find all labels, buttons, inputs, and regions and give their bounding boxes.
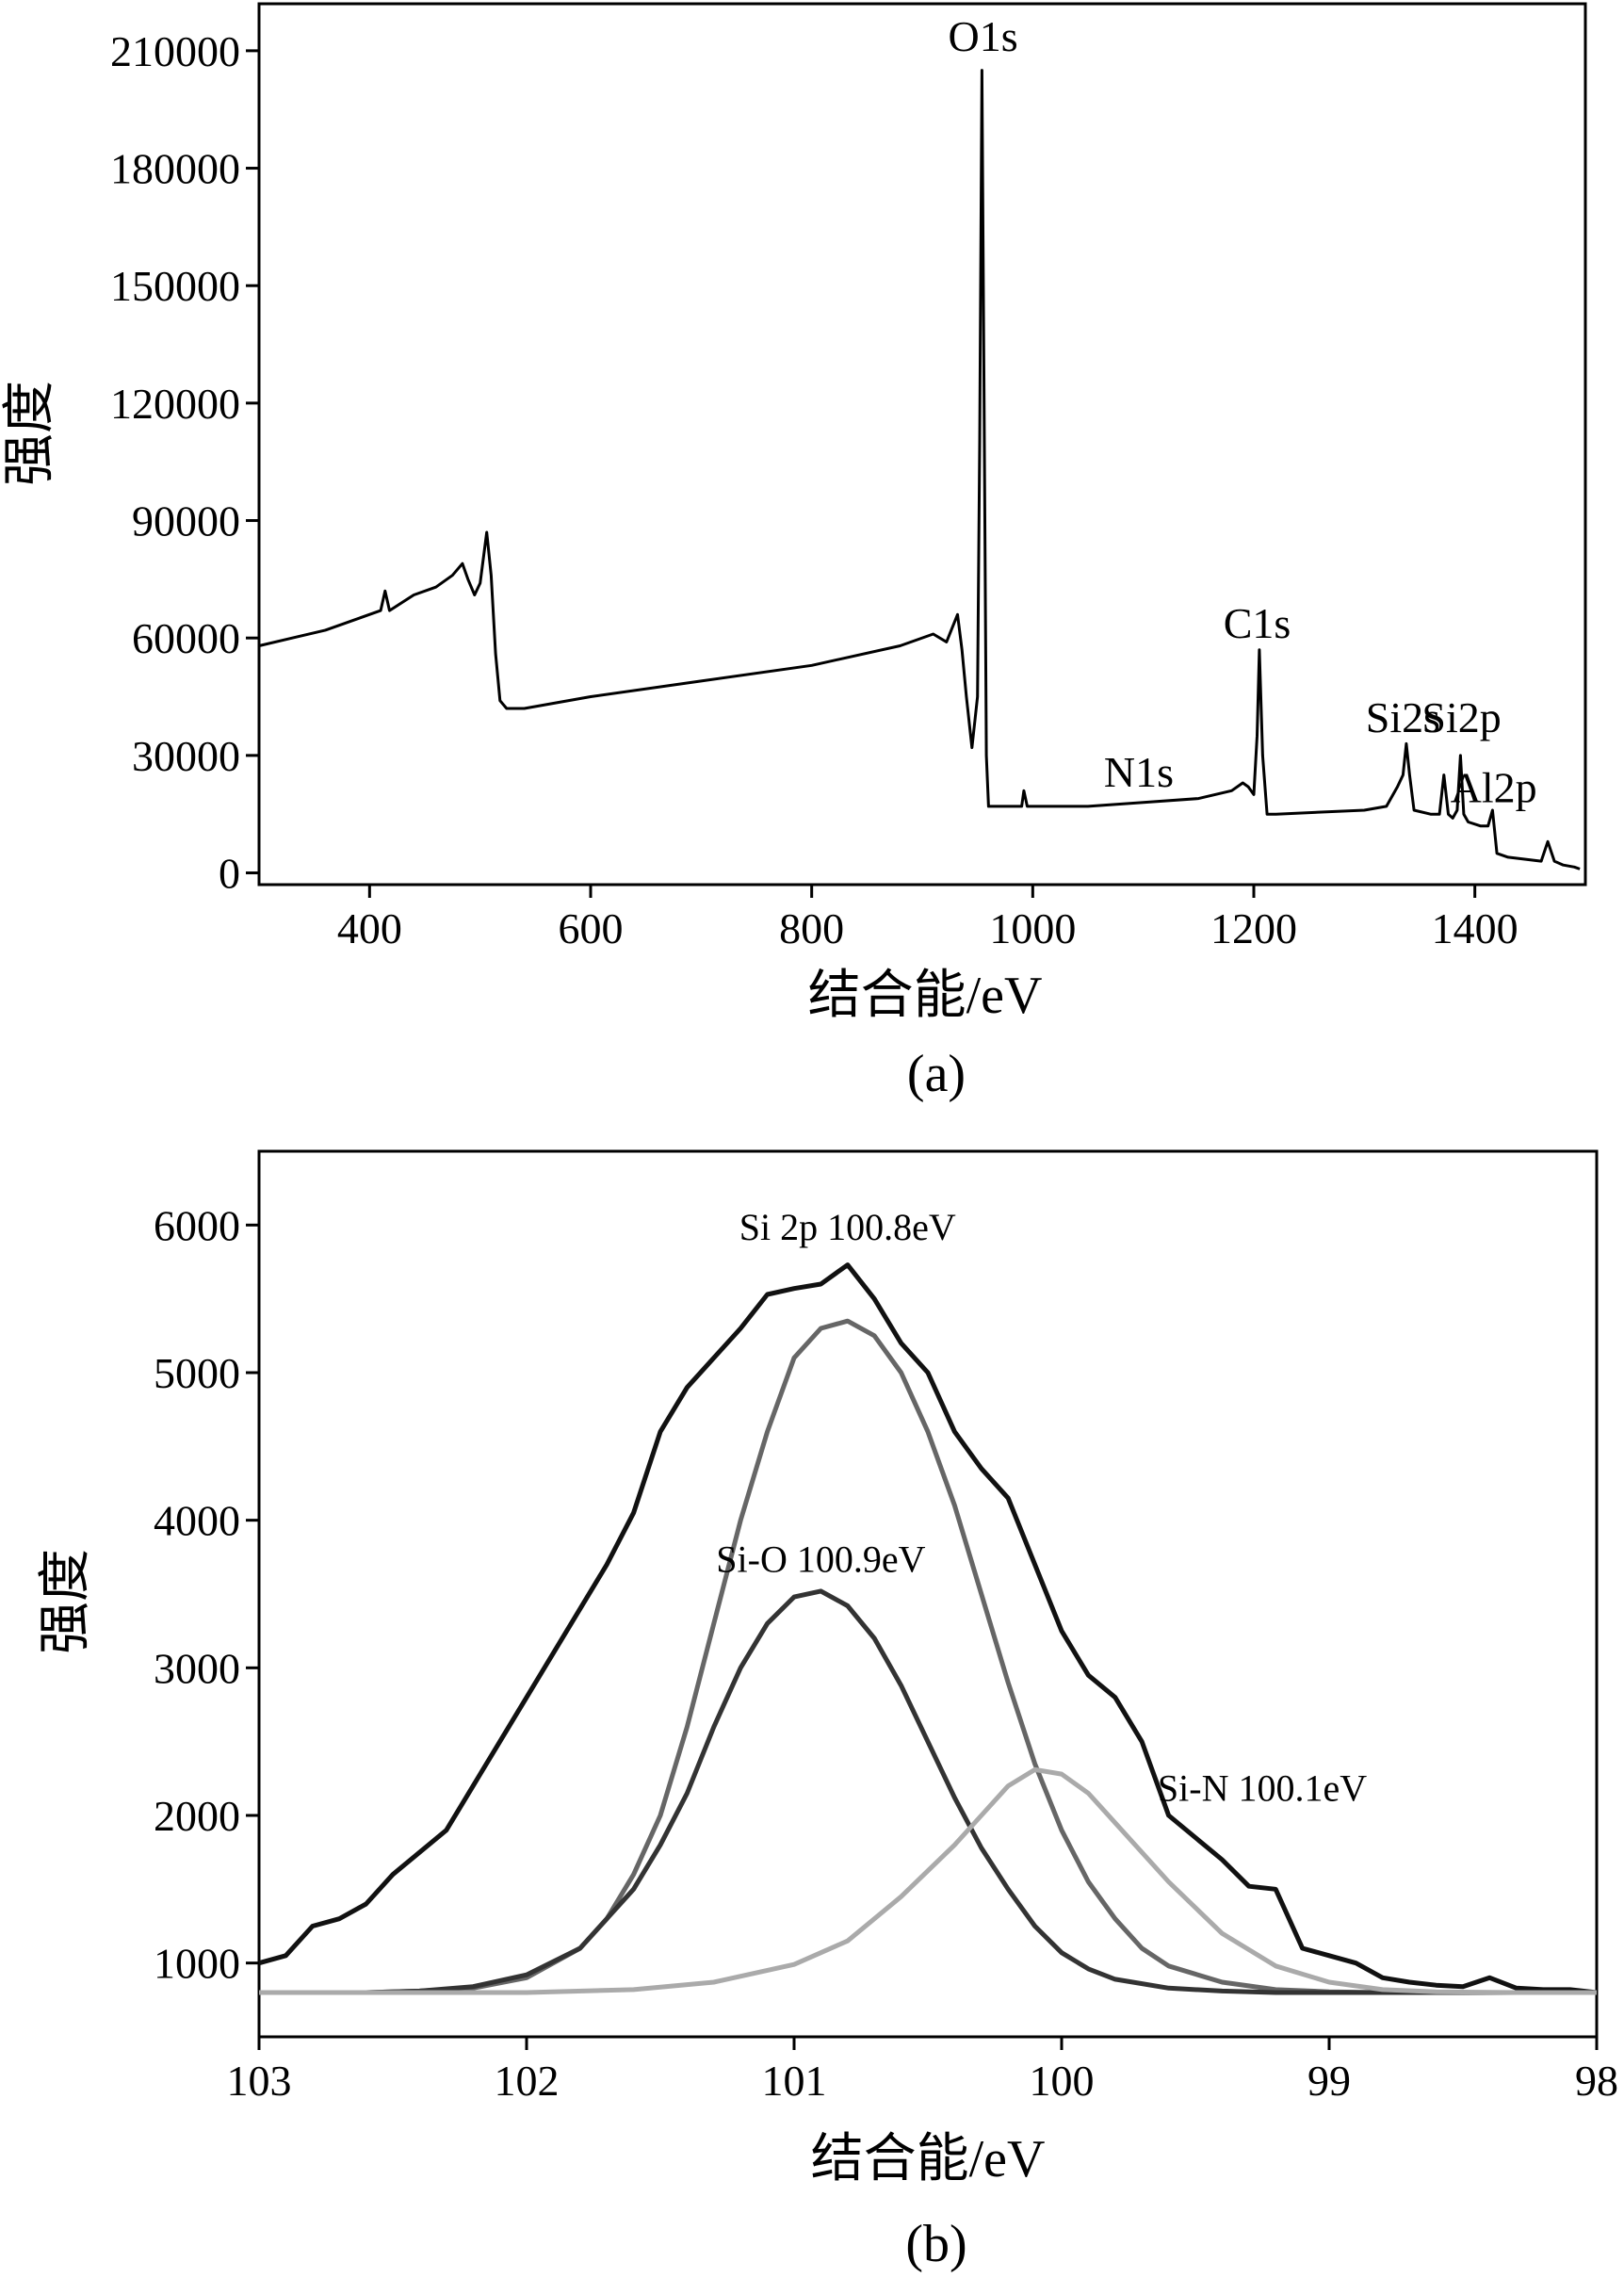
y-tick-label: 3000	[154, 1644, 240, 1692]
y-tick-label: 1000	[154, 1940, 240, 1988]
y-tick-label: 150000	[110, 262, 240, 310]
x-tick-label: 1400	[1432, 904, 1518, 952]
x-tick-label: 800	[779, 904, 844, 952]
peak-label: C1s	[1224, 599, 1291, 647]
y-tick-label: 210000	[110, 27, 240, 75]
x-tick-label: 1000	[989, 904, 1076, 952]
y-tick-label: 5000	[154, 1349, 240, 1397]
y-tick-label: 90000	[132, 497, 240, 545]
panel-a-y-axis-label: 强度	[1, 381, 59, 486]
panel-b-caption: (b)	[905, 2215, 966, 2273]
y-tick-label: 180000	[110, 145, 240, 193]
panel-a-chart: 0 30000 60000 90000 120000 150000 180000 210000…	[1, 2, 1587, 1103]
x-tick-label: 100	[1030, 2057, 1095, 2105]
panel-b-plot-frame	[257, 1149, 1599, 2039]
series-line-0	[258, 69, 1581, 871]
panel-b-chart: 1000 2000 3000 4000 5000 6000 103 102 101 100 99 9…	[37, 1149, 1618, 2273]
panel-a-x-axis-label: 结合能/eV	[808, 967, 1043, 1025]
y-tick-label: 120000	[110, 380, 240, 428]
peak-label: O1s	[948, 12, 1017, 60]
x-tick-label: 103	[227, 2057, 292, 2105]
y-tick-label: 4000	[154, 1497, 240, 1545]
series-line-3	[259, 1766, 1597, 1995]
peak-label: Si-N 100.1eV	[1158, 1766, 1367, 1809]
y-tick-label: 30000	[132, 732, 240, 780]
panel-a-x-ticks: 400 600 800 1000 1200 1400	[337, 885, 1518, 952]
panel-a-y-ticks: 0 30000 60000 90000 120000 150000 180000 210000	[110, 27, 259, 898]
x-tick-label: 102	[495, 2057, 560, 2105]
x-tick-label: 400	[337, 904, 402, 952]
panel-a-plot-frame	[257, 2, 1587, 887]
series-line-1	[259, 1318, 1597, 1995]
peak-label: Si 2p 100.8eV	[739, 1206, 956, 1248]
y-tick-label: 6000	[154, 1201, 240, 1249]
x-tick-label: 1200	[1210, 904, 1297, 952]
panel-b-series	[258, 1262, 1598, 1995]
y-tick-label: 2000	[154, 1792, 240, 1840]
panel-b-x-axis-label: 结合能/eV	[811, 2130, 1046, 2189]
panel-a-caption: (a)	[907, 1045, 966, 1103]
panel-b-y-axis-label: 强度	[37, 1549, 95, 1654]
x-tick-label: 600	[559, 904, 624, 952]
series-line-2	[259, 1588, 1597, 1995]
peak-label: Al2p	[1451, 764, 1537, 812]
y-tick-label: 60000	[132, 614, 240, 662]
y-tick-label: 0	[219, 850, 240, 898]
peak-label: N1s	[1104, 748, 1174, 796]
panel-b-x-ticks: 103 102 101 100 99 98	[227, 2037, 1618, 2105]
peak-label: Si2p	[1421, 693, 1501, 741]
panel-b-y-ticks: 1000 2000 3000 4000 5000 6000	[154, 1201, 259, 1988]
peak-label: Si2s	[1366, 693, 1440, 741]
x-tick-label: 101	[762, 2057, 827, 2105]
x-tick-label: 99	[1307, 2057, 1351, 2105]
x-tick-label: 98	[1575, 2057, 1618, 2105]
panel-b-annotations: Si 2p 100.8eV Si-O 100.9eV Si-N 100.1eV	[716, 1206, 1367, 1809]
series-line-0	[258, 1262, 1598, 1995]
peak-label: Si-O 100.9eV	[716, 1538, 925, 1581]
panel-a-series	[258, 69, 1581, 871]
